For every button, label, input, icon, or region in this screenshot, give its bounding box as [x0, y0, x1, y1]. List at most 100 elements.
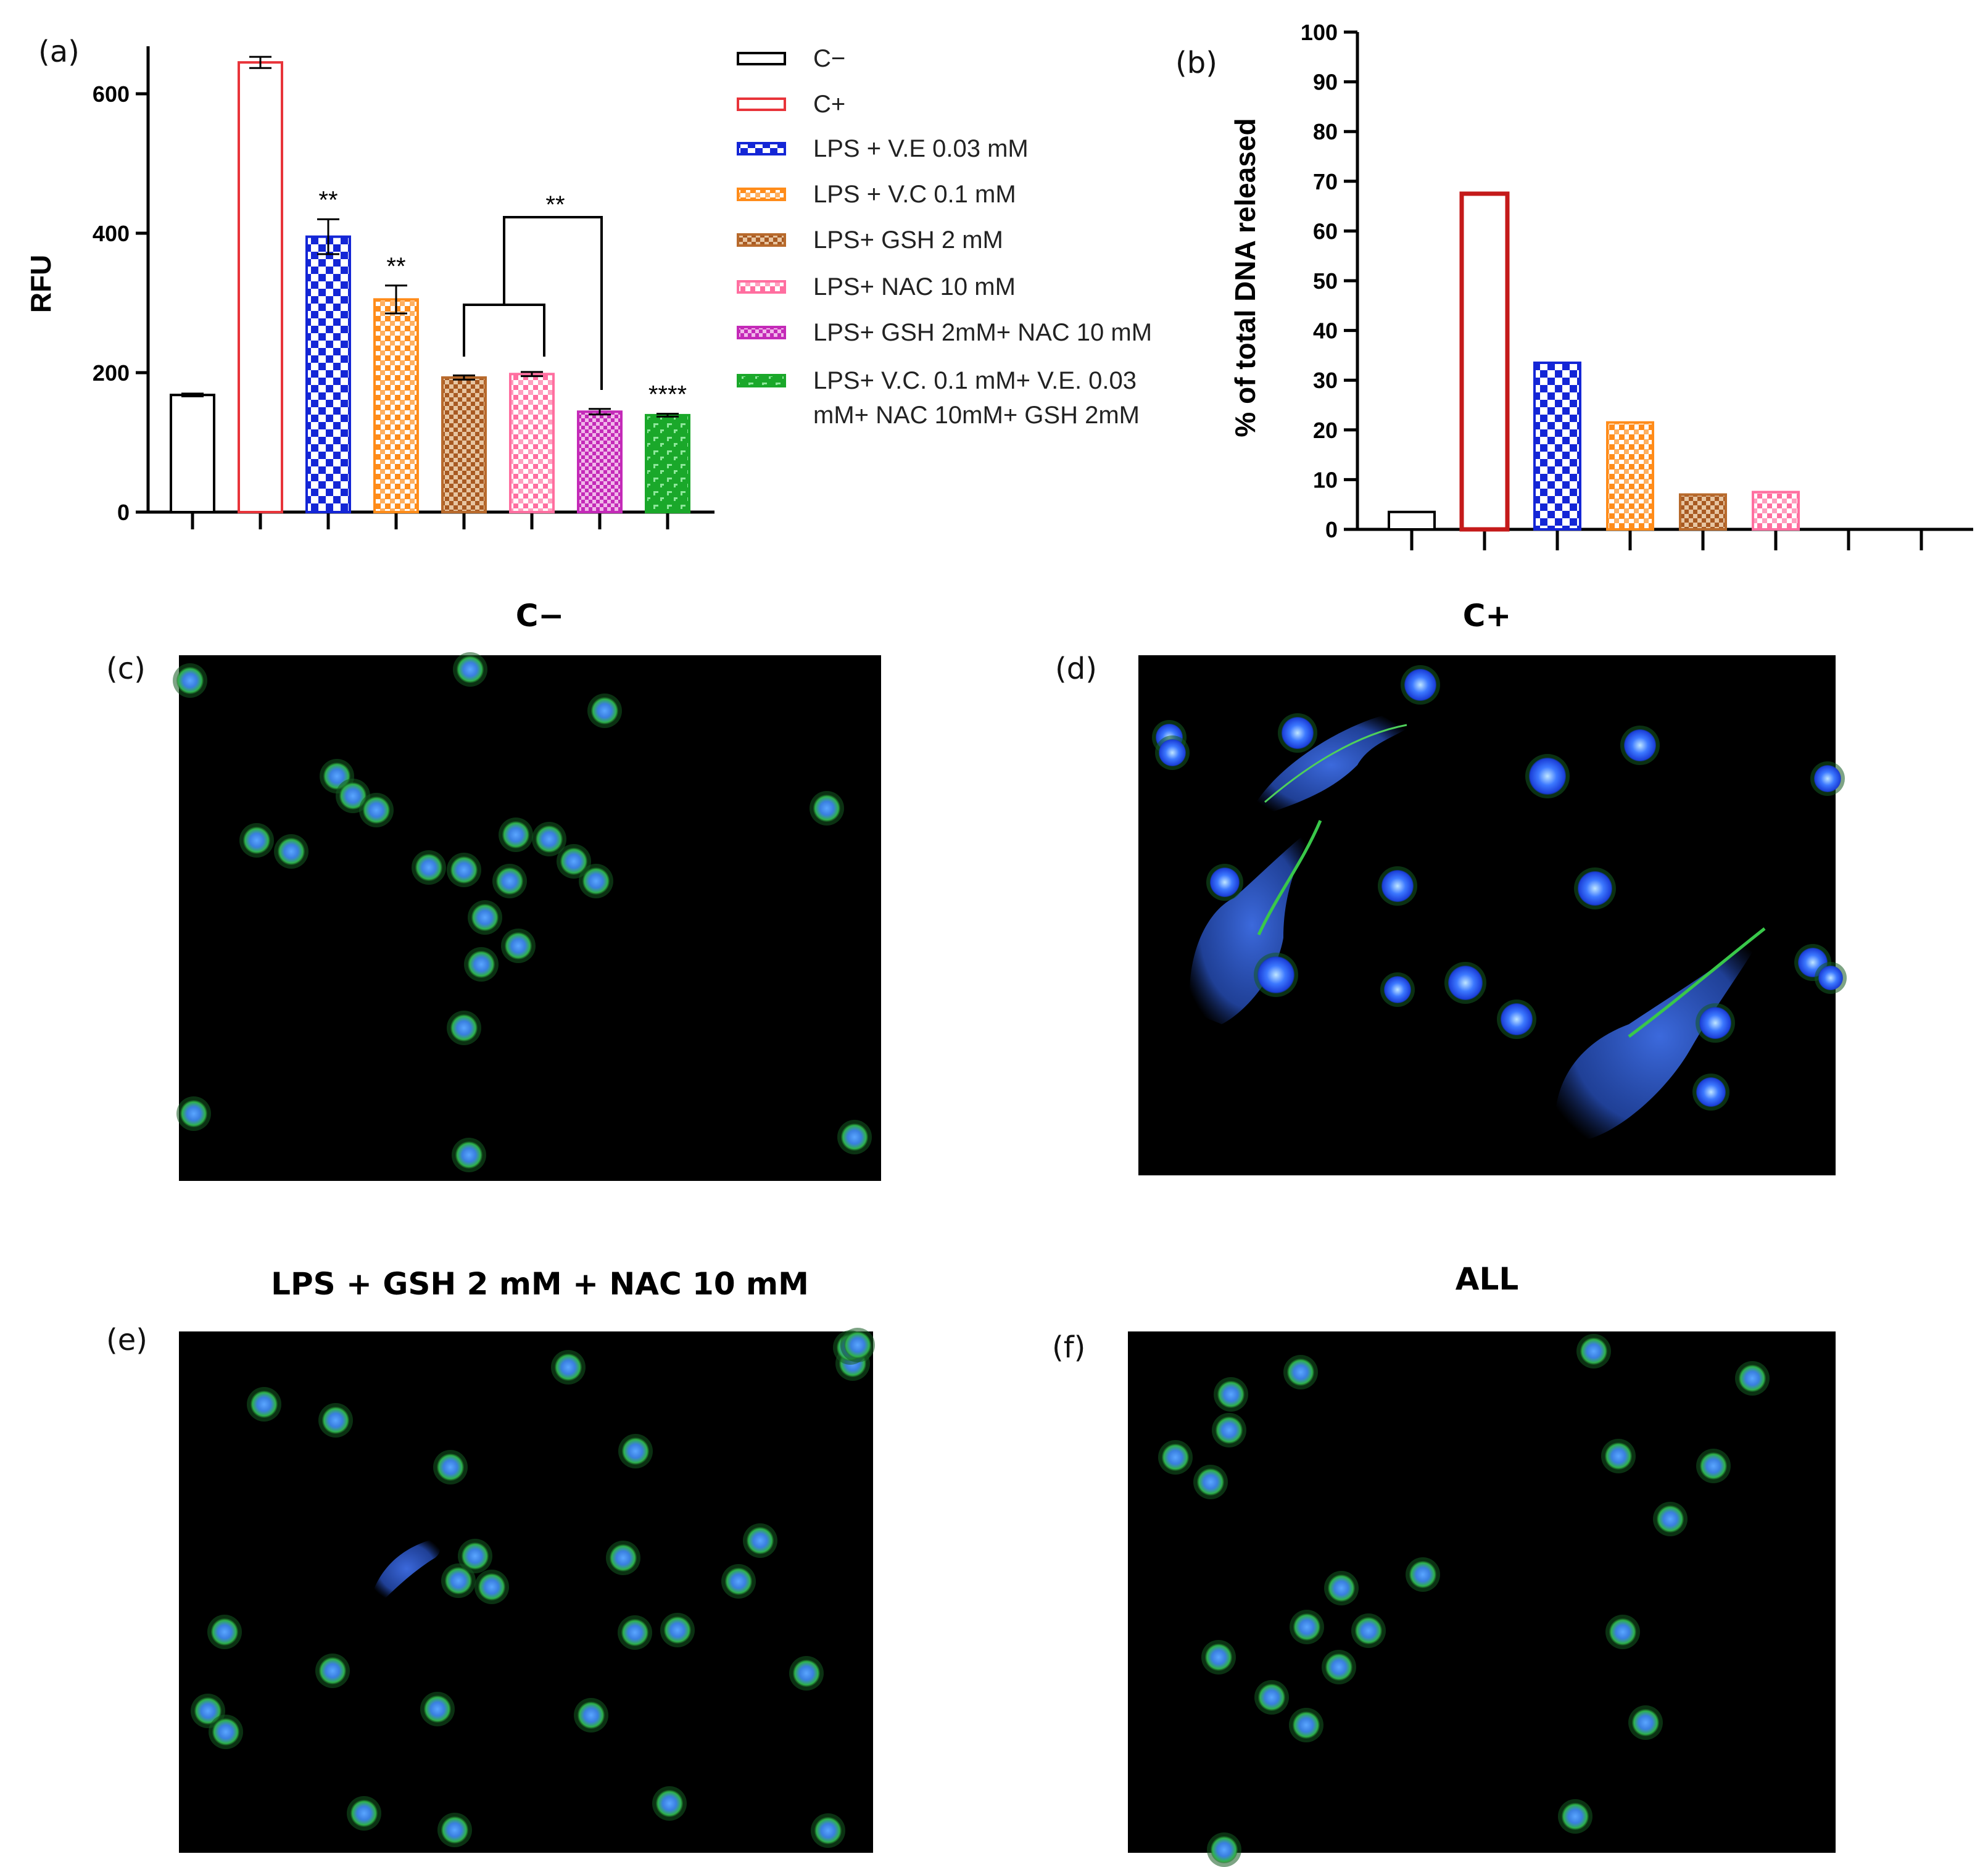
cell: [656, 1790, 683, 1817]
net-fiber: [1628, 927, 1766, 1038]
panel-b-letter: (b): [1175, 46, 1217, 80]
cell: [243, 827, 270, 854]
panel-a-comparison-bracket: **: [463, 191, 603, 390]
panel-c-micrograph: [179, 655, 881, 1181]
bar-6: [577, 410, 623, 514]
cell: [1205, 1644, 1232, 1671]
significance-mark: **: [386, 253, 405, 280]
panel-a-ylabel: RFU: [25, 255, 57, 313]
panel-a-letter: (a): [38, 35, 80, 69]
cell: [1814, 765, 1841, 792]
legend-label: mM+ NAC 10mM+ GSH 2mM: [813, 402, 1140, 429]
cell: [1258, 1684, 1285, 1711]
panel-a-yaxis: 0 200 400 600: [93, 46, 150, 525]
cell: [725, 1568, 752, 1595]
panel-a-significance: ** ** ****: [318, 186, 687, 408]
cell: [1609, 1618, 1636, 1646]
legend-swatch: [737, 97, 786, 111]
legend-swatch: [737, 52, 786, 65]
cell: [1159, 739, 1186, 766]
cell: [1700, 1452, 1727, 1480]
cell: [560, 848, 587, 875]
cell: [591, 697, 618, 724]
net-structure: [1190, 827, 1314, 1024]
cell: [1632, 1709, 1659, 1736]
panel-a-error-bars: [181, 56, 679, 418]
cell: [793, 1660, 820, 1687]
bar-4: [1679, 493, 1727, 531]
cell: [1562, 1803, 1589, 1830]
cell: [445, 1567, 472, 1594]
panel-e-image: LPS + GSH 2 mM + NAC 10 mM (e): [106, 1266, 875, 1853]
legend-label: LPS + V.E 0.03 mM: [813, 135, 1029, 162]
cell: [844, 1331, 871, 1359]
cell: [747, 1527, 774, 1554]
bar-2: [1533, 361, 1581, 531]
cell: [176, 667, 204, 694]
cell: [363, 797, 390, 824]
bar-3: [373, 298, 419, 513]
legend-label: C+: [813, 91, 845, 118]
cell: [1293, 1712, 1320, 1739]
cell: [1217, 1381, 1245, 1408]
cell: [251, 1391, 278, 1418]
panel-e-cells: [191, 1328, 875, 1848]
cell: [582, 867, 610, 895]
legend-swatch: [737, 233, 786, 247]
bar-5: [509, 373, 555, 514]
cell: [212, 1718, 239, 1745]
cell: [1328, 1575, 1355, 1602]
cell: [424, 1695, 451, 1723]
panel-c-image: C− (c): [106, 598, 881, 1181]
cell: [415, 854, 442, 881]
y-tick-label: 600: [93, 81, 130, 107]
cell: [1257, 956, 1294, 993]
bar-7: [645, 413, 690, 513]
y-tick-label: 60: [1313, 218, 1338, 244]
panel-b-xaxis: [1357, 528, 1973, 550]
significance-mark: ****: [648, 381, 687, 408]
y-tick-label: 0: [1325, 517, 1338, 542]
legend-label: LPS+ GSH 2mM+ NAC 10 mM: [813, 319, 1152, 346]
cell: [1501, 1003, 1533, 1035]
panel-c-title: C−: [516, 598, 565, 634]
cell: [437, 1454, 464, 1481]
y-tick-label: 50: [1313, 268, 1338, 294]
significance-mark: **: [318, 186, 338, 213]
y-tick-label: 10: [1313, 467, 1338, 492]
cell: [319, 1657, 346, 1684]
cell: [505, 932, 532, 959]
panel-b-chart: (b) % of total DNA released 0 10 20 30 40 50 6…: [1175, 20, 1973, 550]
panel-a-bars: [170, 61, 690, 514]
panel-a-legend: C− C+ LPS + V.E 0.03 mM LPS + V.C 0.1 mM LPS…: [737, 45, 1152, 429]
cell: [1448, 966, 1483, 1000]
cell: [441, 1816, 468, 1844]
cell: [578, 1702, 605, 1729]
cell: [450, 1014, 478, 1041]
panel-d-image: C+ (d): [1055, 598, 1847, 1175]
cell: [1696, 1077, 1726, 1107]
cell: [478, 1573, 505, 1600]
panel-d-letter: (d): [1055, 652, 1097, 686]
panel-d-title: C+: [1463, 598, 1512, 634]
panel-e-micrograph: [179, 1331, 873, 1853]
panel-d-cells: [1152, 665, 1847, 1111]
net-structure: [373, 1539, 441, 1598]
net-fiber: [1257, 820, 1322, 936]
cell: [502, 821, 529, 848]
bar-4: [441, 376, 487, 513]
y-tick-label: 70: [1313, 169, 1338, 194]
legend-label: LPS + V.C 0.1 mM: [813, 181, 1016, 208]
y-tick-label: 20: [1313, 418, 1338, 443]
panel-f-image: ALL (f): [1052, 1261, 1836, 1867]
cell: [841, 1124, 868, 1151]
cell: [1162, 1444, 1189, 1471]
legend-label: LPS+ GSH 2 mM: [813, 226, 1003, 254]
bar-1: [1459, 191, 1510, 532]
cell: [350, 1800, 378, 1827]
panel-e-title: LPS + GSH 2 mM + NAC 10 mM: [271, 1266, 809, 1302]
cell: [462, 1542, 489, 1570]
legend-swatch: [737, 188, 786, 201]
bracket-lower: [463, 304, 545, 357]
cell: [813, 795, 840, 822]
